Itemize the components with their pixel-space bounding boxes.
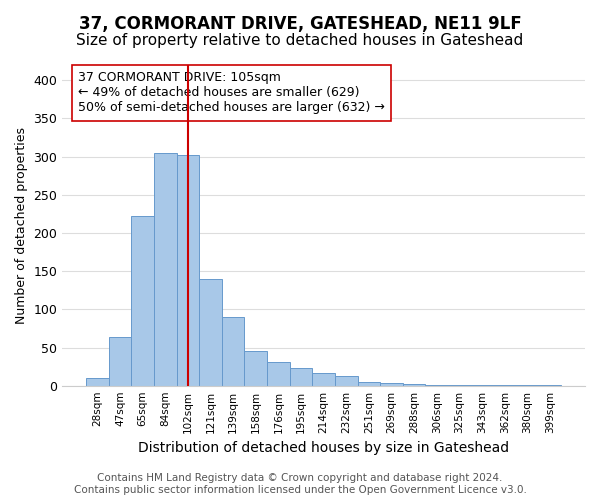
Bar [493, 385, 516, 386]
Text: 37 CORMORANT DRIVE: 105sqm
← 49% of detached houses are smaller (629)
50% of sem: 37 CORMORANT DRIVE: 105sqm ← 49% of deta… [78, 72, 385, 114]
Bar [86, 378, 109, 386]
Bar [358, 382, 380, 386]
Bar [425, 385, 448, 386]
Bar [222, 317, 244, 386]
Bar [403, 384, 425, 386]
X-axis label: Distribution of detached houses by size in Gateshead: Distribution of detached houses by size … [138, 441, 509, 455]
Bar [199, 279, 222, 386]
Text: 37, CORMORANT DRIVE, GATESHEAD, NE11 9LF: 37, CORMORANT DRIVE, GATESHEAD, NE11 9LF [79, 15, 521, 33]
Bar [290, 368, 313, 386]
Text: Contains HM Land Registry data © Crown copyright and database right 2024.
Contai: Contains HM Land Registry data © Crown c… [74, 474, 526, 495]
Bar [516, 385, 539, 386]
Bar [380, 384, 403, 386]
Text: Size of property relative to detached houses in Gateshead: Size of property relative to detached ho… [76, 32, 524, 48]
Bar [267, 362, 290, 386]
Bar [131, 216, 154, 386]
Bar [154, 153, 176, 386]
Bar [471, 385, 493, 386]
Bar [335, 376, 358, 386]
Bar [244, 350, 267, 386]
Bar [448, 385, 471, 386]
Bar [109, 337, 131, 386]
Bar [313, 374, 335, 386]
Bar [176, 155, 199, 386]
Bar [539, 385, 561, 386]
Y-axis label: Number of detached properties: Number of detached properties [15, 127, 28, 324]
